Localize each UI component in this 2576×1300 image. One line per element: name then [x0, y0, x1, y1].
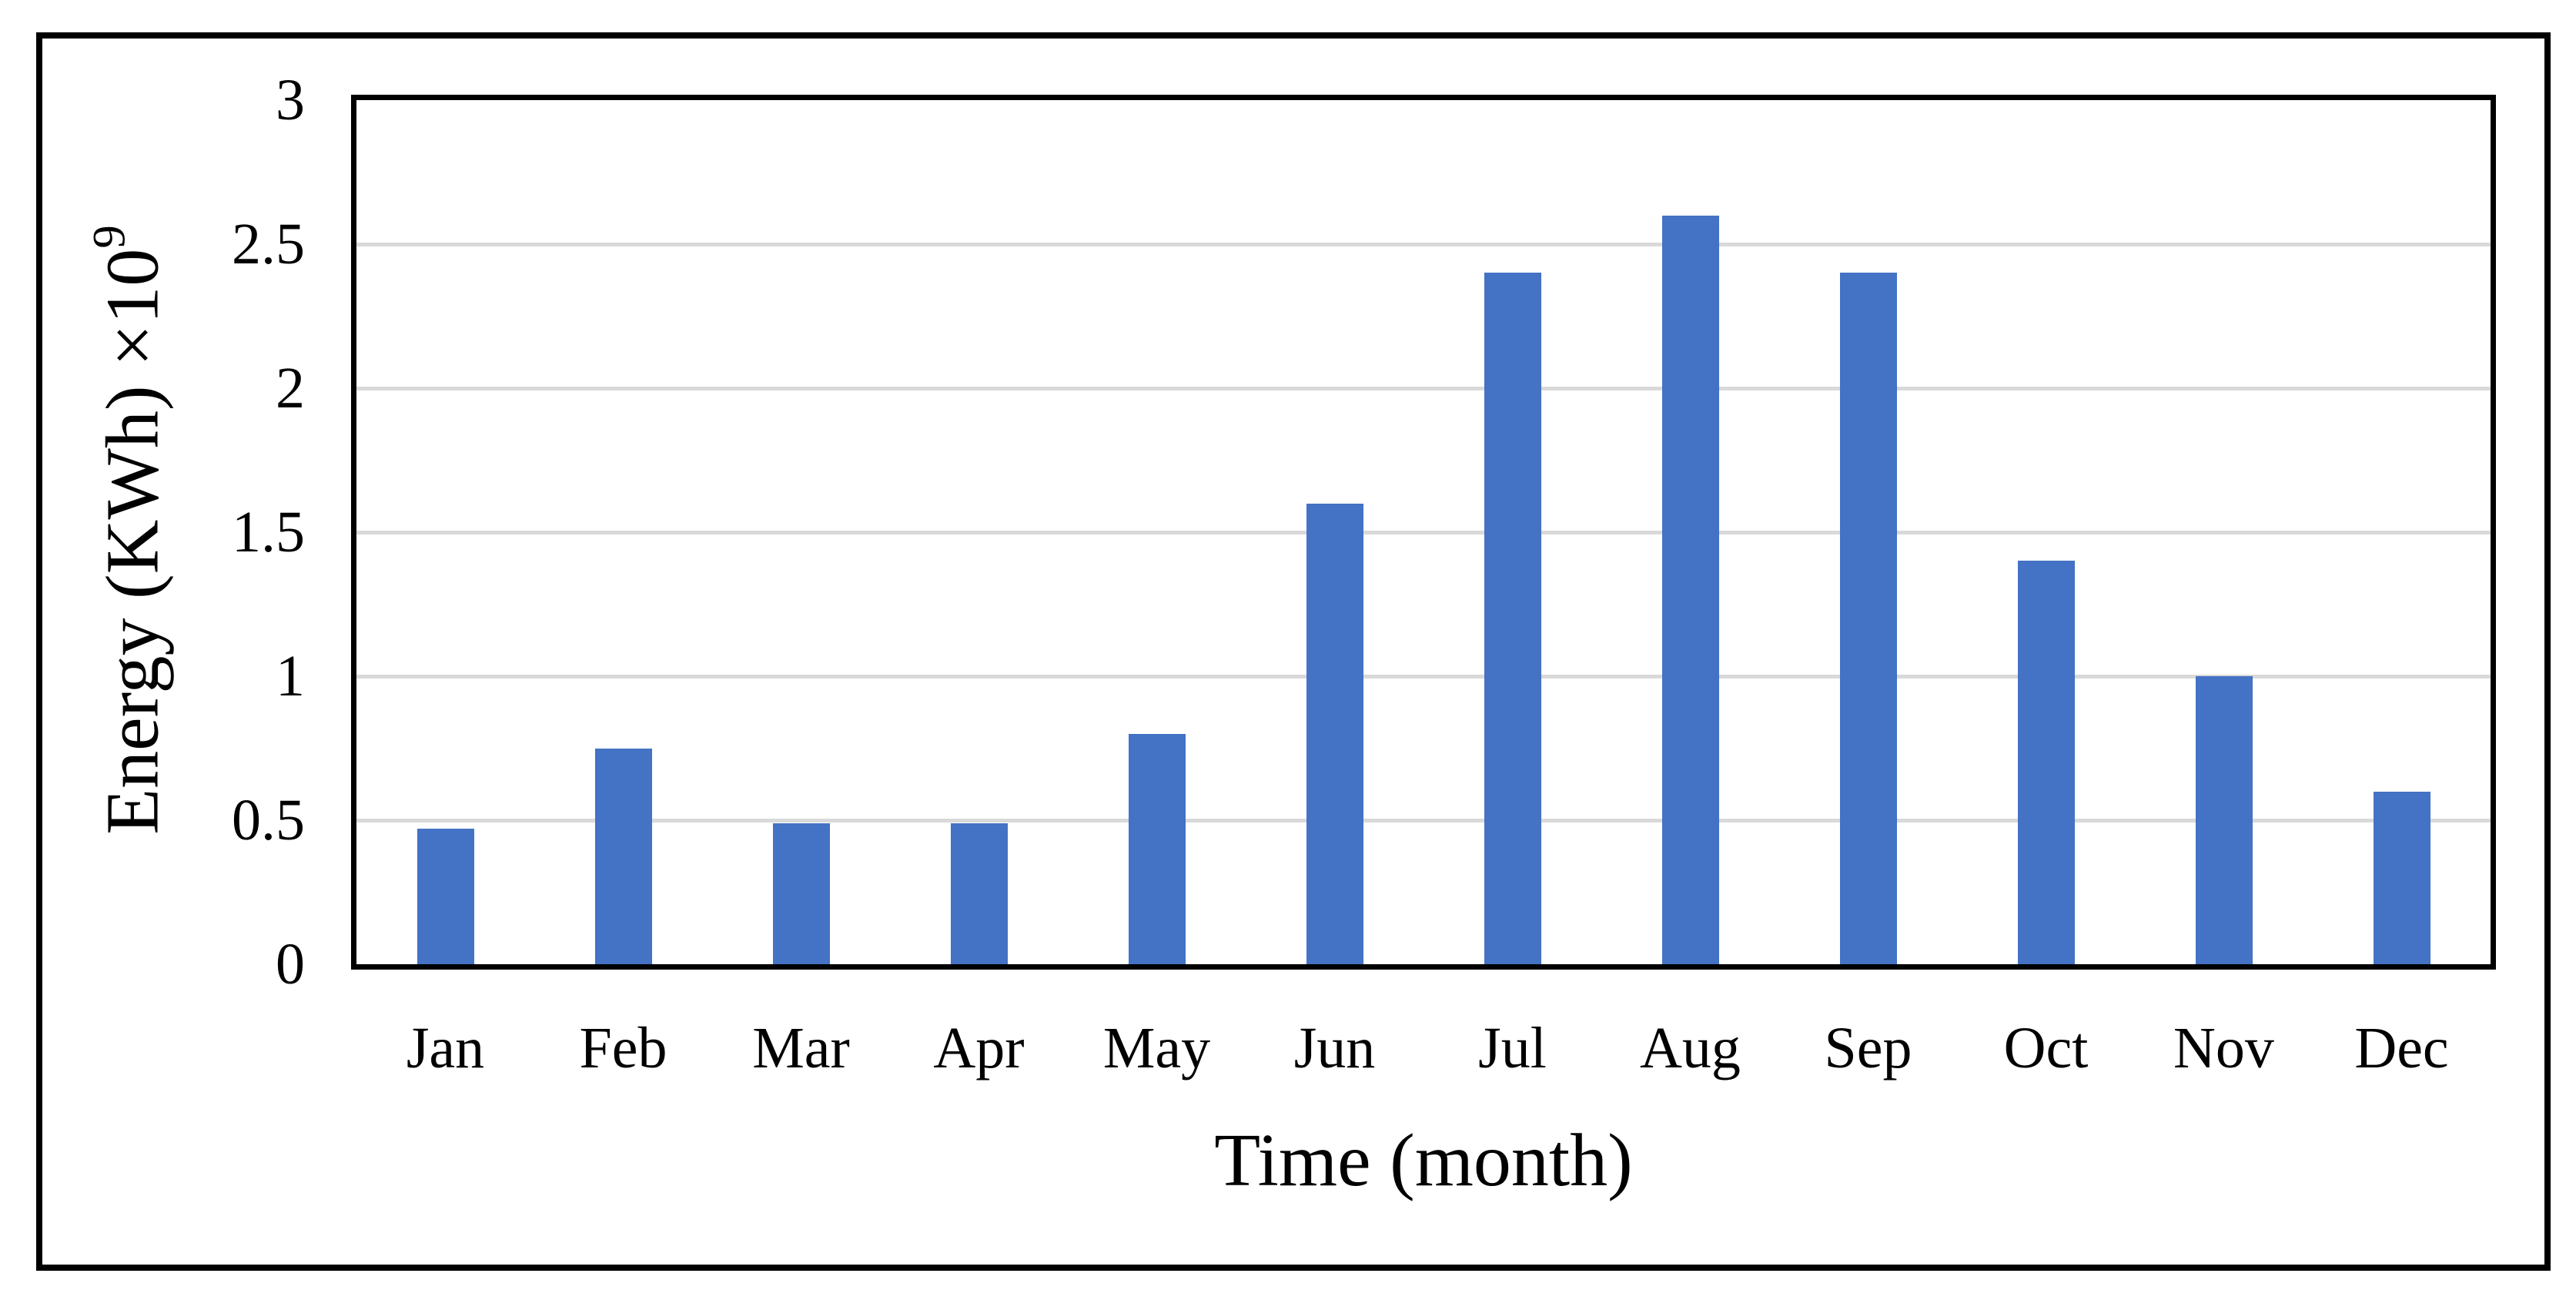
bar-feb	[594, 748, 652, 964]
x-tick-label-jan: Jan	[406, 1016, 485, 1081]
bar-sep	[1839, 273, 1897, 964]
bar-jan	[417, 829, 474, 964]
x-tick-label-feb: Feb	[579, 1016, 667, 1081]
gridline-y-1.5	[356, 530, 2491, 534]
gridline-y-0.5	[356, 818, 2491, 823]
x-tick-label-jun: Jun	[1293, 1016, 1376, 1081]
y-tick-label-3: 3	[276, 68, 305, 132]
gridline-y-2	[356, 386, 2491, 390]
x-tick-label-dec: Dec	[2354, 1016, 2449, 1081]
bar-dec	[2373, 791, 2430, 964]
bar-jul	[1484, 273, 1541, 964]
x-tick-label-jul: Jul	[1478, 1016, 1547, 1081]
x-tick-label-may: May	[1102, 1016, 1211, 1081]
y-tick-label-2: 2	[276, 356, 305, 420]
x-tick-label-oct: Oct	[2003, 1016, 2089, 1081]
y-tick-label-0: 0	[276, 932, 305, 997]
y-tick-label-1: 1	[276, 644, 305, 709]
x-axis-title: Time (month)	[1214, 1119, 1633, 1202]
bar-mar	[772, 823, 830, 964]
x-tick-label-apr: Apr	[933, 1016, 1025, 1081]
bar-nov	[2195, 676, 2253, 964]
y-tick-label-2.5: 2.5	[232, 212, 305, 276]
bar-may	[1128, 733, 1186, 964]
bar-oct	[2017, 561, 2075, 964]
x-tick-label-aug: Aug	[1640, 1016, 1741, 1081]
gridline-y-2.5	[356, 242, 2491, 246]
y-tick-label-1.5: 1.5	[232, 500, 305, 565]
x-tick-label-sep: Sep	[1824, 1016, 1912, 1081]
bar-apr	[950, 823, 1008, 964]
bar-aug	[1661, 215, 1719, 964]
x-tick-label-nov: Nov	[2173, 1016, 2274, 1081]
x-tick-label-mar: Mar	[752, 1016, 850, 1081]
plot-area	[351, 95, 2496, 970]
bar-jun	[1306, 503, 1363, 964]
gridline-y-1	[356, 674, 2491, 678]
y-tick-label-0.5: 0.5	[232, 788, 305, 853]
